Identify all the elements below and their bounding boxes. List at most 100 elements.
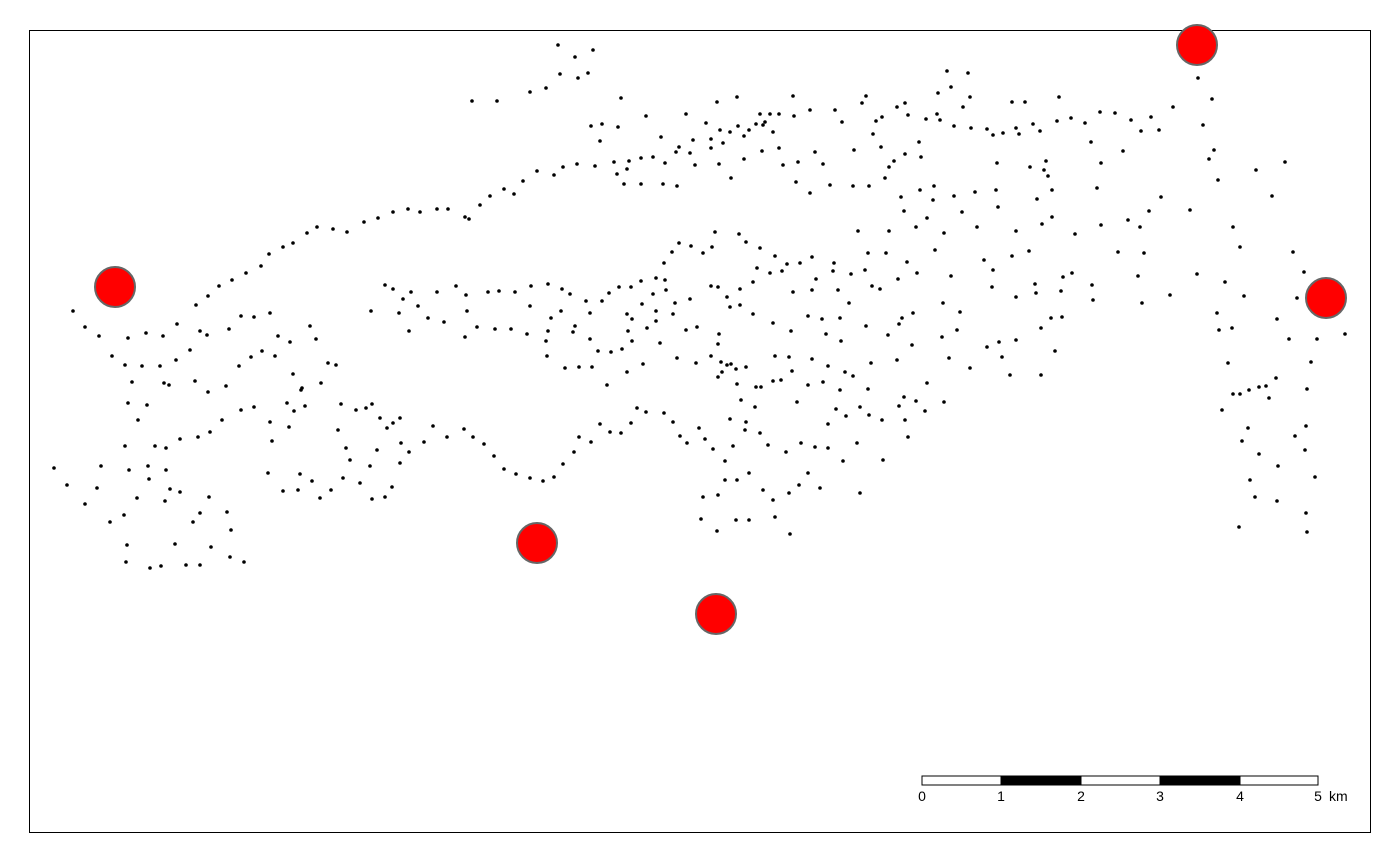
point-marker <box>281 245 285 249</box>
point-marker <box>787 355 791 359</box>
point-marker <box>285 401 289 405</box>
point-marker <box>935 112 939 116</box>
point-marker <box>716 493 720 497</box>
point-marker <box>544 339 548 343</box>
point-marker <box>952 124 956 128</box>
point-marker <box>196 435 200 439</box>
point-marker <box>358 481 362 485</box>
point-marker <box>1231 225 1235 229</box>
sites-layer <box>94 24 1347 635</box>
point-marker <box>1201 123 1205 127</box>
scale-tick-0: 0 <box>918 788 926 804</box>
point-marker <box>838 316 842 320</box>
point-marker <box>607 291 611 295</box>
point-marker <box>758 431 762 435</box>
point-marker <box>1116 250 1120 254</box>
point-marker <box>391 421 395 425</box>
point-marker <box>162 381 166 385</box>
point-marker <box>826 364 830 368</box>
point-marker <box>422 440 426 444</box>
point-marker <box>933 248 937 252</box>
point-marker <box>824 332 828 336</box>
point-marker <box>1023 100 1027 104</box>
point-marker <box>791 290 795 294</box>
point-marker <box>880 418 884 422</box>
point-marker <box>348 458 352 462</box>
site-marker-1[interactable] <box>1176 24 1218 66</box>
point-marker <box>124 560 128 564</box>
point-marker <box>463 215 467 219</box>
point-marker <box>431 424 435 428</box>
point-marker <box>1046 174 1050 178</box>
point-marker <box>1038 129 1042 133</box>
point-marker <box>841 459 845 463</box>
site-marker-3[interactable] <box>1305 277 1347 319</box>
point-marker <box>122 513 126 517</box>
point-marker <box>871 132 875 136</box>
point-marker <box>753 405 757 409</box>
point-marker <box>391 210 395 214</box>
point-marker <box>947 356 951 360</box>
point-marker <box>880 115 884 119</box>
point-marker <box>1010 100 1014 104</box>
point-marker <box>546 329 550 333</box>
point-marker <box>760 149 764 153</box>
point-marker <box>1171 105 1175 109</box>
point-marker <box>833 108 837 112</box>
point-marker <box>178 490 182 494</box>
point-marker <box>851 184 855 188</box>
point-marker <box>719 360 723 364</box>
point-marker <box>1168 293 1172 297</box>
point-marker <box>1000 355 1004 359</box>
point-marker <box>108 520 112 524</box>
point-marker <box>561 462 565 466</box>
site-marker-2[interactable] <box>94 266 136 308</box>
point-marker <box>589 124 593 128</box>
point-marker <box>184 563 188 567</box>
point-marker <box>1188 208 1192 212</box>
point-marker <box>813 445 817 449</box>
point-marker <box>806 471 810 475</box>
site-marker-5[interactable] <box>695 593 737 635</box>
point-marker <box>249 355 253 359</box>
point-marker <box>860 101 864 105</box>
scale-tick-3: 3 <box>1156 788 1164 804</box>
point-marker <box>996 205 1000 209</box>
point-marker <box>125 543 129 547</box>
point-marker <box>991 133 995 137</box>
point-marker <box>575 162 579 166</box>
point-marker <box>465 309 469 313</box>
site-marker-4[interactable] <box>516 522 558 564</box>
point-marker <box>589 440 593 444</box>
point-marker <box>788 532 792 536</box>
point-marker <box>130 380 134 384</box>
point-marker <box>858 491 862 495</box>
point-marker <box>471 435 475 439</box>
point-marker <box>810 255 814 259</box>
point-marker <box>856 229 860 233</box>
point-marker <box>923 409 927 413</box>
point-marker <box>747 518 751 522</box>
point-marker <box>486 290 490 294</box>
point-marker <box>725 295 729 299</box>
point-marker <box>1098 110 1102 114</box>
point-marker <box>268 311 272 315</box>
point-marker <box>630 339 634 343</box>
point-marker <box>735 478 739 482</box>
point-marker <box>1126 218 1130 222</box>
point-marker <box>701 495 705 499</box>
point-marker <box>462 427 466 431</box>
point-marker <box>709 354 713 358</box>
point-marker <box>797 483 801 487</box>
point-marker <box>867 413 871 417</box>
point-marker <box>1091 298 1095 302</box>
point-marker <box>897 404 901 408</box>
point-marker <box>600 299 604 303</box>
point-marker <box>535 169 539 173</box>
point-marker <box>368 464 372 468</box>
point-marker <box>761 488 765 492</box>
point-marker <box>175 322 179 326</box>
point-marker <box>502 467 506 471</box>
point-marker <box>720 370 724 374</box>
